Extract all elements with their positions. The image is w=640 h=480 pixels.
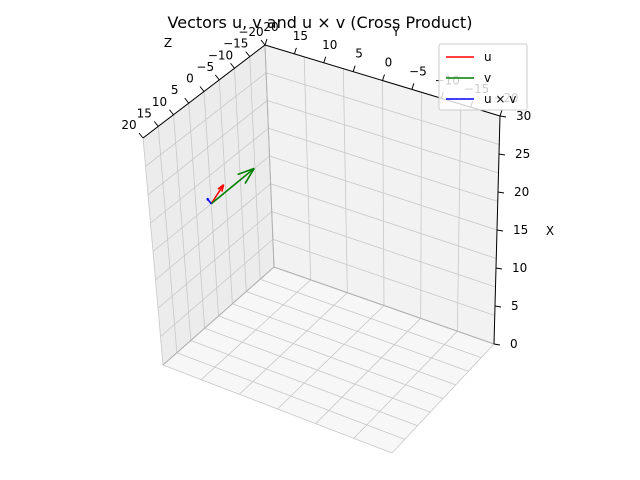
legend-label: u × v	[484, 92, 516, 106]
z-tick	[230, 62, 235, 69]
x-tick	[497, 191, 505, 194]
z-tick-label: 0	[186, 72, 194, 86]
grid-line	[271, 211, 496, 288]
grid-line	[200, 279, 311, 380]
y-tick	[293, 47, 297, 55]
x-tick-label: 0	[510, 337, 518, 351]
grid-line	[145, 72, 267, 167]
pane-edges	[162, 44, 495, 366]
z-tick-label: −10	[208, 48, 233, 62]
vector-arrowhead	[237, 167, 255, 176]
z-tick	[245, 51, 251, 57]
x-tick	[496, 229, 504, 232]
legend: uv u × v	[438, 43, 528, 111]
z-axis-label: Z	[164, 36, 172, 50]
z-tick	[214, 74, 220, 81]
y-tick	[323, 56, 327, 63]
grid-line	[249, 56, 261, 280]
vector-arrowhead	[244, 168, 255, 184]
z-tick-label: 5	[171, 83, 179, 97]
vector-v-line	[210, 167, 255, 205]
x-tick	[494, 305, 502, 308]
x-tick-label: 5	[511, 299, 519, 313]
vector-series	[206, 167, 255, 205]
grid-line	[239, 292, 348, 395]
y-tick-label: 0	[385, 56, 393, 70]
z-tick	[199, 86, 205, 92]
chart-title: Vectors u, v and u × v (Cross Product)	[168, 13, 473, 32]
y-tick	[352, 65, 356, 72]
grid-line	[147, 100, 268, 196]
z-tick-label: −5	[196, 60, 214, 74]
grid-line	[267, 100, 499, 174]
y-axis-label: Y	[391, 25, 400, 39]
grid-line	[272, 238, 495, 316]
legend-label: u	[484, 50, 492, 64]
grid-line	[353, 330, 458, 439]
z-tick	[184, 97, 190, 104]
grid-line	[266, 72, 500, 145]
vector-arrowhead	[217, 184, 225, 190]
z-tick	[260, 39, 266, 46]
x-tick	[493, 343, 501, 346]
vector-u-line	[210, 184, 225, 205]
z-tick	[153, 121, 159, 127]
vector-arrowhead	[206, 198, 209, 201]
y-tick-label: 5	[355, 47, 363, 61]
z-tick	[138, 132, 144, 139]
x-tick-label: 20	[514, 185, 529, 199]
x-tick-label: 10	[512, 261, 527, 275]
y-tick	[411, 83, 415, 90]
grid-line	[150, 127, 269, 224]
grid-line	[315, 318, 421, 424]
legend-box	[438, 43, 528, 111]
x-tick-label: 30	[516, 109, 531, 123]
grid-line	[268, 127, 498, 202]
z-tick-label: 20	[121, 118, 136, 132]
x-tick	[499, 115, 507, 118]
x-tick-label: 25	[515, 147, 530, 161]
y-tick	[499, 109, 503, 117]
legend-label: v	[484, 71, 491, 85]
floor-pane	[163, 267, 494, 453]
axes-panes	[143, 45, 500, 453]
y-tick-label: 20	[263, 20, 278, 34]
grid-line	[391, 343, 495, 454]
grid-line	[270, 183, 497, 259]
y-tick	[264, 38, 268, 46]
grid-line	[277, 305, 385, 410]
grid-line	[269, 155, 498, 231]
y-tick-label: −5	[409, 64, 427, 78]
z-tick	[169, 109, 174, 116]
x-tick	[495, 267, 503, 270]
y-tick-label: 15	[293, 29, 308, 43]
z-tick-label: −15	[223, 37, 248, 51]
y-tick-label: 10	[322, 38, 337, 52]
left-pane	[143, 45, 274, 365]
back-pane	[265, 45, 500, 344]
x-tick-label: 15	[513, 223, 528, 237]
x-axis-label: X	[546, 224, 554, 238]
z-tick-label: 10	[152, 95, 167, 109]
y-tick	[382, 74, 385, 81]
x-tick	[498, 153, 506, 156]
z-tick-label: 15	[137, 106, 152, 120]
z-tick-label: −20	[238, 25, 263, 39]
